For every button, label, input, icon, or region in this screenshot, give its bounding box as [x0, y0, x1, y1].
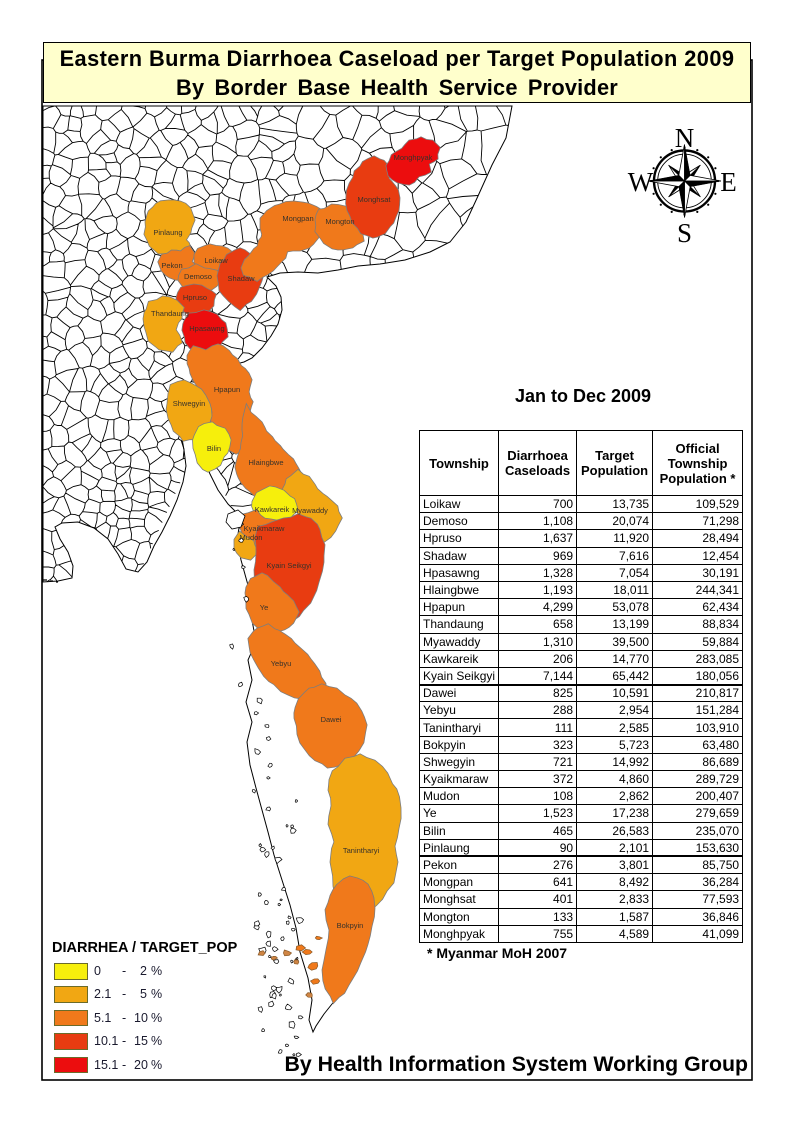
- svg-text:E: E: [720, 167, 737, 197]
- svg-text:Monghpyak: Monghpyak: [394, 153, 433, 162]
- svg-text:Yebyu: Yebyu: [271, 659, 292, 668]
- svg-text:Pinlaung: Pinlaung: [153, 228, 182, 237]
- svg-text:S: S: [677, 218, 692, 248]
- svg-text:Tanintharyi: Tanintharyi: [343, 846, 380, 855]
- svg-text:Hlaingbwe: Hlaingbwe: [248, 458, 283, 467]
- svg-text:Loikaw: Loikaw: [204, 256, 228, 265]
- svg-text:Dawei: Dawei: [321, 715, 342, 724]
- svg-text:Pekon: Pekon: [161, 261, 182, 270]
- svg-text:Kyain Seikgyi: Kyain Seikgyi: [266, 561, 311, 570]
- svg-text:Hpapun: Hpapun: [214, 385, 240, 394]
- svg-text:Bilin: Bilin: [207, 444, 221, 453]
- svg-text:Hpasawng: Hpasawng: [189, 324, 224, 333]
- svg-text:N: N: [675, 123, 695, 153]
- svg-text:Bokpyin: Bokpyin: [337, 921, 364, 930]
- svg-text:Demoso: Demoso: [184, 272, 212, 281]
- svg-text:Myawaddy: Myawaddy: [292, 506, 328, 515]
- svg-text:Mudon: Mudon: [240, 533, 263, 542]
- svg-text:Thandaung: Thandaung: [151, 309, 189, 318]
- svg-text:Shwegyin: Shwegyin: [173, 399, 206, 408]
- svg-text:Mongton: Mongton: [325, 217, 354, 226]
- svg-text:Kyaikmaraw: Kyaikmaraw: [244, 524, 285, 533]
- svg-text:Mongpan: Mongpan: [282, 214, 313, 223]
- svg-text:Kawkareik: Kawkareik: [255, 505, 290, 514]
- svg-text:Monghsat: Monghsat: [358, 195, 392, 204]
- svg-text:W: W: [628, 167, 654, 197]
- svg-text:Shadaw: Shadaw: [227, 274, 255, 283]
- svg-text:Hpruso: Hpruso: [183, 293, 207, 302]
- svg-text:Ye: Ye: [260, 603, 269, 612]
